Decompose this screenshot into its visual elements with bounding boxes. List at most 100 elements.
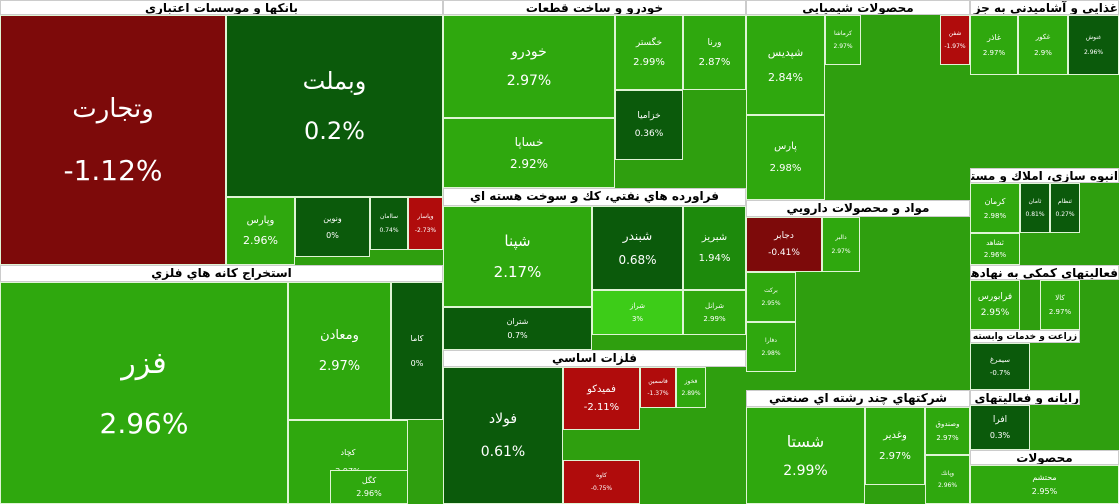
stock-change: 2.9% (1034, 48, 1052, 57)
stock-tile: فخوز 2.89% (676, 367, 706, 408)
stock-tile: شرانل 2.99% (683, 290, 746, 335)
stock-change: 2.97% (506, 72, 552, 89)
stock-change: 2.99% (633, 56, 665, 68)
stock-change: 3% (631, 315, 644, 324)
stock-tile: كگل 2.96% (330, 470, 408, 504)
stock-symbol: كاما (410, 333, 424, 343)
stock-symbol: دفارا (765, 337, 777, 344)
stock-tile: وبملت 0.2% (226, 15, 443, 197)
sector-header: شركتهاي چند رشته اي صنعتي (746, 390, 970, 407)
stock-symbol: فرابورس (977, 292, 1013, 302)
stock-change: 0.2% (304, 116, 365, 145)
sector-header: زراعت و خدمات وابسته (970, 330, 1080, 343)
sector-header: خودرو و ساخت قطعات (443, 0, 746, 15)
stock-change: 2.96% (243, 234, 278, 248)
sector-header: فلزات اساسي (443, 350, 746, 367)
stock-change: 2.99% (783, 462, 828, 479)
stock-tile: ثامان 0.81% (1020, 183, 1050, 233)
stock-tile: وپارس 2.96% (226, 197, 295, 265)
stock-tile: وغدیر 2.97% (865, 407, 925, 485)
stock-tile: ساامان 0.74% (370, 197, 408, 250)
stock-tile: فولاد 0.61% (443, 367, 563, 504)
stock-symbol: وپارس (246, 214, 275, 226)
stock-symbol: وتجارت (72, 93, 154, 124)
stock-tile: ومعادن 2.97% (288, 282, 391, 420)
stock-change: 2.96% (356, 489, 382, 499)
stock-tile: بركت 2.95% (746, 272, 796, 322)
stock-symbol: كچاد (340, 447, 356, 457)
stock-tile: دفارا 2.98% (746, 322, 796, 372)
stock-symbol: خساپا (514, 134, 544, 149)
stock-symbol: محتشم (1032, 473, 1057, 483)
stock-change: 2.98% (761, 350, 781, 357)
stock-symbol: غنوش (1085, 34, 1102, 42)
stock-change: 2.99% (703, 315, 726, 324)
stock-symbol: غاذر (986, 32, 1002, 42)
stock-change: 2.95% (1031, 486, 1058, 496)
stock-symbol: فولاد (488, 411, 518, 428)
stock-change: 2.96% (99, 407, 189, 441)
sector-header: رايانه و فعاليتهاي وابسته به آن (970, 390, 1080, 405)
stock-change: 2.96% (937, 482, 958, 490)
stock-change: 0.27% (1055, 211, 1075, 218)
stock-change: 2.97% (318, 359, 361, 375)
stock-tile: شتران 0.7% (443, 307, 592, 350)
stock-change: 2.89% (681, 389, 701, 397)
stock-tile: خساپا 2.92% (443, 118, 615, 188)
stock-change: 2.98% (983, 211, 1007, 220)
stock-symbol: شراز (629, 301, 646, 310)
stock-tile: وتجارت -1.12% (0, 15, 226, 265)
stock-tile: دجابر -0.41% (746, 217, 822, 272)
stock-tile: پارس 2.98% (746, 115, 825, 200)
stock-tile: شفن -1.97% (940, 15, 970, 65)
stock-change: 1.94% (698, 253, 731, 265)
stock-change: 0% (410, 359, 424, 369)
stock-tile: وصندوق 2.97% (925, 407, 970, 455)
stock-symbol: شتران (506, 316, 529, 326)
stock-tile: غنوش 2.96% (1068, 15, 1119, 75)
stock-symbol: وغدیر (883, 430, 907, 442)
sector-header: محصولات (970, 450, 1119, 465)
stock-tile: شبریز 1.94% (683, 206, 746, 290)
stock-change: -0.41% (768, 247, 800, 258)
stock-change: 0.81% (1025, 211, 1045, 218)
stock-change: 2.97% (982, 49, 1006, 58)
stock-symbol: ونوین (323, 214, 342, 224)
stock-change: -1.12% (63, 153, 163, 187)
stock-tile: فاسمین -1.37% (640, 367, 676, 408)
stock-change: 2.17% (493, 262, 542, 281)
stock-symbol: شبریز (701, 231, 728, 243)
stock-change: 0% (326, 230, 339, 240)
stock-change: 2.92% (509, 157, 549, 172)
stock-symbol: كرماشا (833, 30, 853, 37)
stock-tile: فزر 2.96% (0, 282, 288, 504)
stock-symbol: ثشاهد (986, 239, 1004, 248)
stock-symbol: ثنظام (1058, 198, 1072, 205)
stock-symbol: شبندر (622, 228, 653, 243)
stock-change: -2.11% (583, 402, 620, 414)
stock-tile: خزامیا 0.36% (615, 90, 683, 160)
stock-change: 2.95% (761, 300, 781, 307)
stock-change: 0.68% (618, 253, 657, 268)
stock-tile: فمیدكو -2.11% (563, 367, 640, 430)
stock-tile: كاوه -0.75% (563, 460, 640, 504)
stock-symbol: سيمرغ (989, 355, 1011, 364)
stock-change: 0.7% (507, 331, 528, 341)
stock-symbol: ساامان (380, 213, 398, 221)
sector-header: بانكها و موسسات اعتباري (0, 0, 443, 15)
stock-change: 2.87% (698, 56, 731, 68)
sector-header: فعاليتهاي كمكي به نهادهاي مالي واسط (970, 265, 1119, 280)
stock-symbol: شفن (948, 30, 962, 37)
stock-symbol: فمیدكو (587, 383, 616, 395)
stock-change: 2.95% (980, 308, 1010, 318)
stock-tile: ونوین 0% (295, 197, 370, 257)
stock-symbol: غكور (1035, 33, 1051, 42)
stock-symbol: فزر (121, 345, 167, 381)
stock-change: 2.97% (1048, 308, 1072, 316)
stock-symbol: فاسمین (648, 378, 668, 386)
stock-change: 2.97% (879, 450, 911, 462)
stock-tile: كالا 2.97% (1040, 280, 1080, 330)
stock-tile: شپدیس 2.84% (746, 15, 825, 115)
stock-change: -1.97% (944, 43, 966, 50)
stock-tile: ورنا 2.87% (683, 15, 746, 90)
